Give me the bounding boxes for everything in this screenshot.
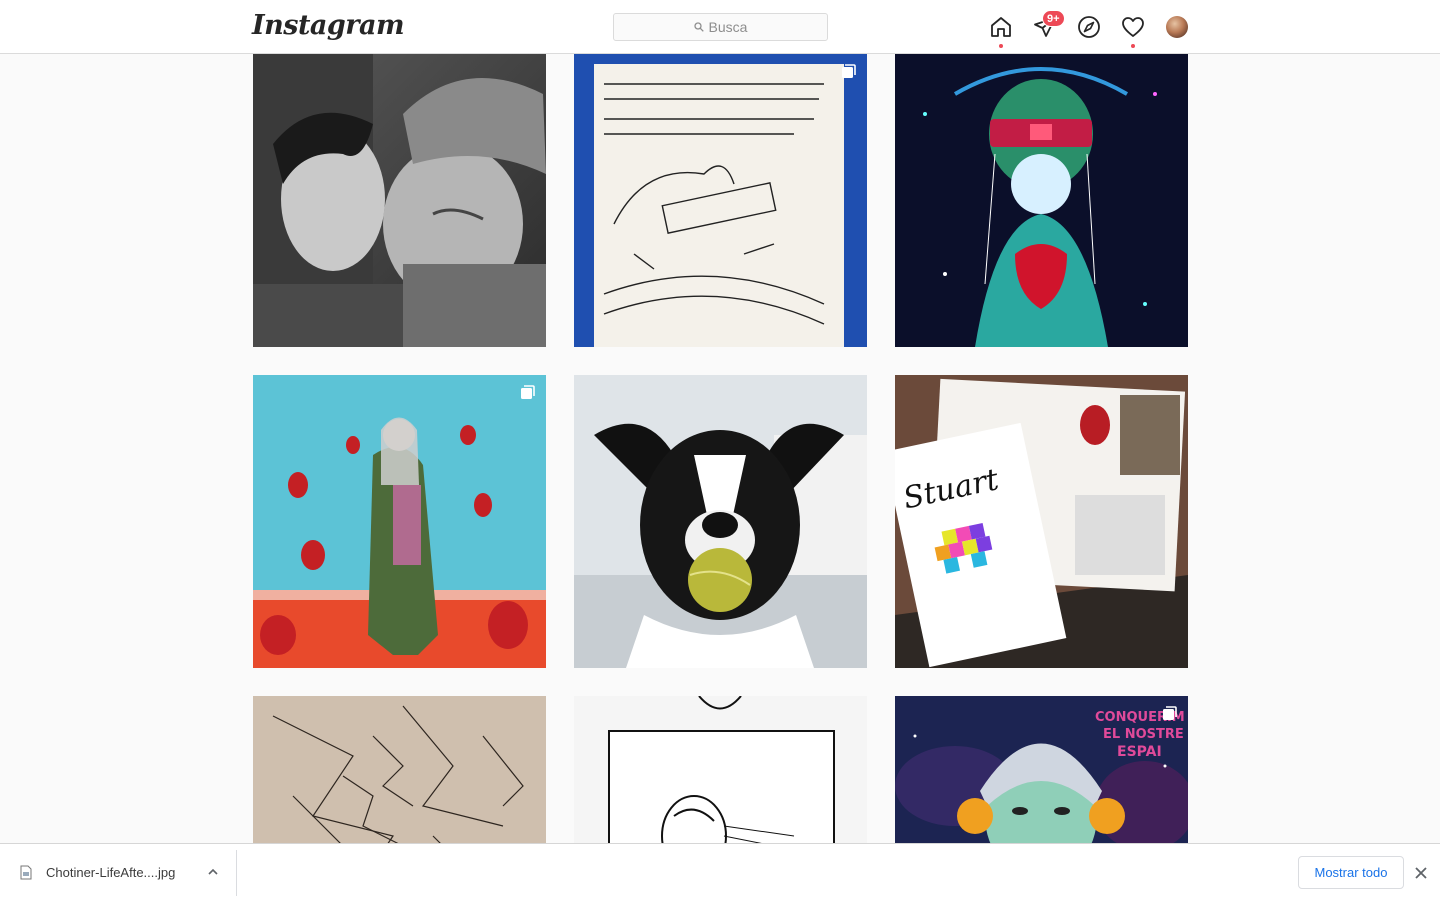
profile-avatar[interactable] <box>1166 16 1188 38</box>
activity-notification-dot <box>1131 44 1135 48</box>
post-tile[interactable] <box>895 54 1188 347</box>
post-image-wanderer <box>253 375 546 668</box>
divider <box>236 850 237 896</box>
direct-badge: 9+ <box>1042 10 1065 27</box>
svg-text:CONQUERIM: CONQUERIM <box>1095 710 1185 725</box>
search-input[interactable]: Busca <box>613 13 828 41</box>
post-tile[interactable] <box>574 375 867 668</box>
post-image-cyber-heart <box>895 54 1188 347</box>
post-tile[interactable]: Stuart <box>895 375 1188 668</box>
carousel-icon <box>521 385 535 399</box>
download-bar: Chotiner-LifeAfte....jpg Mostrar todo <box>0 843 1440 900</box>
search-placeholder: Busca <box>708 19 748 35</box>
home-icon <box>991 17 1011 37</box>
home-button[interactable] <box>988 14 1014 48</box>
carousel-icon <box>1163 706 1177 720</box>
post-image-drawing <box>574 54 867 347</box>
search-icon <box>693 22 704 32</box>
file-icon <box>20 865 32 880</box>
post-image-portrait <box>253 54 546 347</box>
post-image-dog <box>574 375 867 668</box>
svg-text:EL NOSTRE: EL NOSTRE <box>1103 727 1184 742</box>
heart-icon <box>1122 17 1144 37</box>
post-tile[interactable] <box>253 375 546 668</box>
download-filename: Chotiner-LifeAfte....jpg <box>46 865 176 880</box>
post-image-magazine: Stuart <box>895 375 1188 668</box>
carousel-icon <box>842 64 856 78</box>
post-tile[interactable] <box>574 54 867 347</box>
top-navigation-bar: Instagram Busca 9+ <box>0 0 1440 54</box>
close-icon[interactable] <box>1413 865 1429 881</box>
explore-icon <box>1078 16 1100 38</box>
explore-button[interactable] <box>1076 14 1102 40</box>
direct-messages-button[interactable]: 9+ <box>1032 10 1065 40</box>
instagram-logo[interactable]: Instagram <box>252 10 405 41</box>
post-tile[interactable] <box>253 54 546 347</box>
show-all-button[interactable]: Mostrar todo <box>1298 856 1404 889</box>
home-notification-dot <box>999 44 1003 48</box>
activity-button[interactable] <box>1120 14 1146 48</box>
download-item[interactable]: Chotiner-LifeAfte....jpg <box>20 844 175 900</box>
svg-text:ESPAI: ESPAI <box>1117 744 1162 760</box>
chevron-up-icon[interactable] <box>205 864 221 880</box>
